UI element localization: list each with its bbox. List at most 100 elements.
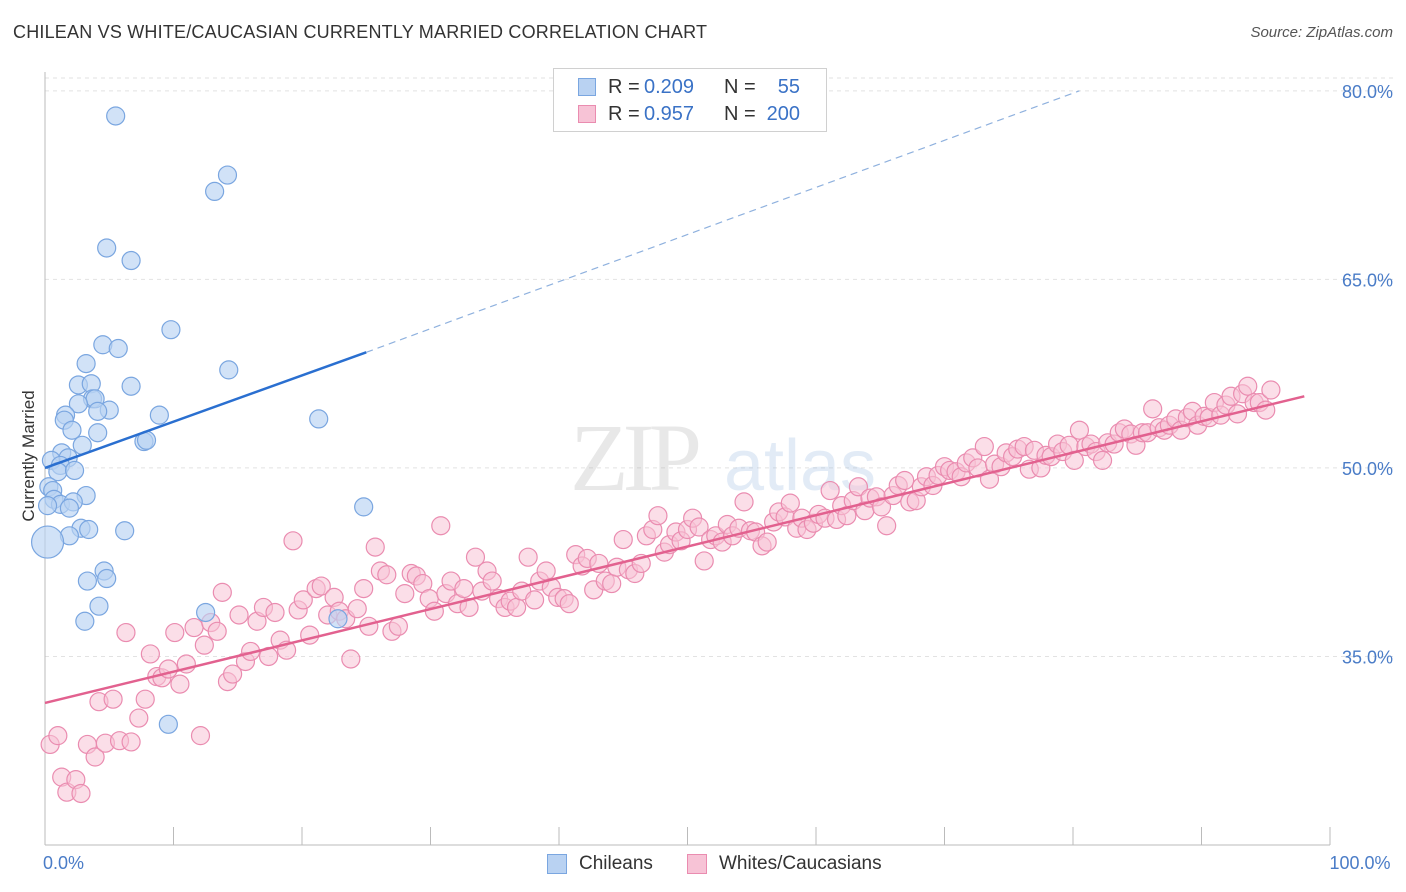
white-caucasian-point: [871, 497, 892, 517]
legend-label-chileans: Chileans: [579, 853, 653, 874]
chilean-point: [121, 250, 141, 271]
white-caucasian-point: [121, 732, 141, 752]
white-caucasian-point: [377, 565, 397, 585]
white-caucasian-point: [974, 436, 994, 457]
white-caucasian-point: [190, 726, 211, 746]
chilean-point: [158, 714, 178, 734]
grid-lines: [45, 77, 1393, 657]
white-caucasian-point: [103, 689, 123, 709]
x-tick-label: 0.0%: [43, 853, 84, 873]
white-caucasian-point: [780, 493, 800, 513]
white-caucasian-point: [283, 531, 303, 551]
white-caucasian-point: [207, 621, 227, 641]
white-caucasian-point: [506, 597, 527, 618]
legend-label-whites: Whites/Caucasians: [719, 853, 882, 874]
r-value: 0.209: [644, 75, 695, 98]
y-tick-label: 65.0%: [1342, 270, 1393, 290]
y-tick-label: 35.0%: [1342, 647, 1393, 667]
chart-title: CHILEAN VS WHITE/CAUCASIAN CURRENTLY MAR…: [13, 22, 708, 42]
chilean-point: [89, 596, 109, 616]
legend-item-whites[interactable]: Whites/Caucasians: [687, 852, 882, 876]
white-caucasian-point: [165, 622, 185, 643]
white-caucasian-point: [170, 674, 190, 694]
chilean-point: [97, 568, 117, 589]
white-caucasian-point: [135, 689, 155, 709]
y-tick-label: 50.0%: [1342, 459, 1393, 479]
chilean-point: [309, 409, 329, 429]
chilean-point: [30, 525, 65, 559]
legend-swatch-whites: [687, 854, 707, 874]
white-caucasian-point: [388, 616, 408, 636]
white-caucasian-point: [454, 578, 474, 599]
chilean-point: [88, 423, 108, 443]
white-caucasian-point: [431, 516, 451, 536]
y-tick-label: 80.0%: [1342, 82, 1393, 102]
chilean-point: [97, 238, 117, 258]
white-caucasian-point: [482, 571, 502, 591]
legend-swatch-chileans: [547, 854, 567, 874]
white-caucasian-point: [1238, 376, 1258, 396]
chilean-trend-extension: [366, 90, 1080, 353]
white-caucasian-point: [347, 599, 367, 619]
white-caucasian-point: [694, 551, 714, 571]
chilean-point: [79, 519, 99, 540]
white-caucasian-point: [689, 517, 709, 537]
white-caucasian-point: [341, 649, 361, 669]
white-caucasian-point: [129, 708, 149, 728]
white-caucasian-point: [223, 664, 243, 684]
r-value: 0.957: [644, 102, 695, 125]
white-caucasian-point: [395, 584, 415, 604]
white-caucasian-point: [1143, 399, 1163, 419]
stats-swatch-chileans: [578, 78, 596, 96]
n-value: 200: [766, 102, 800, 125]
r-label: R =: [608, 75, 640, 98]
chilean-point: [115, 521, 135, 541]
chilean-point: [219, 360, 239, 380]
y-axis-label: Currently Married: [19, 390, 38, 521]
stats-row-chileans: R = 0.209 N = 55: [578, 74, 800, 100]
white-caucasian-point: [648, 506, 668, 526]
tick-labels: 80.0% 65.0% 50.0% 35.0% 0.0% 100.0%: [43, 82, 1393, 873]
white-caucasian-point: [559, 594, 579, 614]
n-value: 55: [777, 75, 800, 98]
chilean-point: [217, 165, 238, 185]
white-caucasian-point: [212, 582, 232, 602]
white-caucasian-point: [48, 726, 68, 746]
white-caucasian-point: [265, 602, 285, 623]
white-caucasian-point: [424, 601, 444, 621]
white-caucasian-point: [194, 635, 214, 655]
r-label: R =: [608, 102, 640, 125]
chilean-point: [106, 106, 126, 126]
white-caucasian-point: [85, 747, 105, 767]
white-caucasian-point: [524, 590, 545, 610]
white-caucasian-point: [536, 561, 556, 581]
chilean-points: [30, 106, 374, 734]
white-caucasian-point: [300, 625, 320, 645]
chilean-point: [149, 405, 169, 425]
chilean-point: [121, 376, 141, 396]
white-caucasian-point: [1069, 420, 1090, 440]
white-caucasian-point: [820, 480, 840, 501]
white-caucasian-point: [293, 590, 313, 610]
n-label: N =: [724, 75, 756, 98]
white-caucasian-point: [895, 470, 915, 491]
white-caucasian-point: [518, 547, 538, 567]
white-caucasian-point: [354, 578, 374, 599]
chilean-point: [196, 602, 216, 623]
white-caucasian-point: [602, 573, 622, 594]
watermark: ZIP atlas: [570, 404, 876, 511]
watermark-zip: ZIP: [570, 404, 699, 511]
white-caucasian-point: [116, 622, 136, 643]
chilean-point: [59, 498, 80, 518]
white-caucasian-point: [365, 537, 385, 557]
legend-item-chileans[interactable]: Chileans: [547, 852, 653, 876]
trend-lines: [44, 90, 1305, 705]
chilean-point: [37, 496, 58, 516]
white-caucasian-point: [311, 576, 331, 596]
white-caucasian-point: [1092, 450, 1113, 470]
chilean-point: [77, 571, 98, 591]
n-label: N =: [724, 102, 756, 125]
white-caucasian-point: [140, 644, 160, 664]
chilean-point: [328, 609, 348, 629]
